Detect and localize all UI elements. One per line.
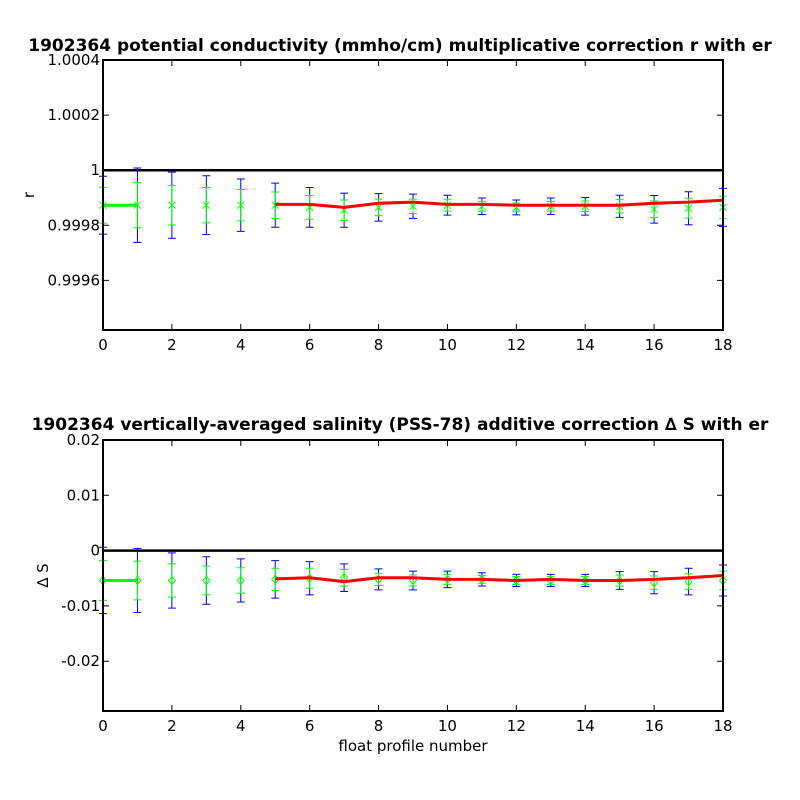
line (275, 574, 724, 584)
x-tick-label: 14 (576, 336, 595, 354)
marker (202, 201, 211, 210)
x-tick-label: 16 (645, 717, 664, 735)
error-bar (236, 567, 245, 594)
y-tick-label: 0.01 (67, 486, 100, 504)
subplot: 1902364 potential conductivity (mmho/cm)… (20, 36, 772, 354)
marker (649, 577, 659, 588)
y-tick-label: 0.9996 (48, 271, 101, 289)
x-tick-label: 12 (507, 336, 526, 354)
marker (684, 204, 693, 213)
error-bar (271, 567, 280, 591)
x-tick-label: 14 (576, 717, 595, 735)
error-bar (167, 563, 176, 598)
y-tick-label: 0 (90, 542, 100, 560)
subplot: 1902364 vertically-averaged salinity (PS… (32, 415, 769, 755)
y-axis-label: r (20, 191, 38, 198)
x-tick-label: 8 (374, 717, 384, 735)
x-axis-label: float profile number (338, 737, 488, 755)
marker (650, 205, 658, 214)
marker (167, 575, 177, 586)
y-axis-label: ∆ S (34, 563, 52, 588)
plot-frame (102, 439, 724, 712)
y-tick-label: 1.0002 (48, 106, 101, 124)
x-tick-label: 6 (305, 717, 315, 735)
chart-title: 1902364 potential conductivity (mmho/cm)… (28, 36, 772, 56)
error-bar (340, 568, 349, 587)
plot-frame (102, 59, 724, 331)
marker (202, 575, 211, 586)
x-tick-label: 6 (305, 336, 315, 354)
marker (236, 201, 245, 210)
x-tick-label: 16 (645, 336, 664, 354)
x-tick-label: 4 (236, 717, 246, 735)
marker (271, 201, 280, 210)
x-tick-label: 8 (374, 336, 384, 354)
x-tick-label: 12 (507, 717, 526, 735)
x-tick-label: 4 (236, 336, 246, 354)
y-tick-label: 0.9998 (48, 216, 101, 234)
marker (684, 576, 693, 587)
x-tick-label: 2 (167, 336, 177, 354)
x-tick-label: 0 (98, 336, 108, 354)
x-tick-label: 18 (713, 336, 732, 354)
error-bar (202, 565, 211, 596)
x-tick-label: 0 (98, 717, 108, 735)
x-tick-label: 2 (167, 717, 177, 735)
chart-title: 1902364 vertically-averaged salinity (PS… (32, 415, 769, 435)
y-tick-label: -0.01 (61, 597, 100, 615)
y-tick-label: 0.02 (67, 431, 100, 449)
x-tick-label: 10 (438, 336, 457, 354)
y-tick-label: 1.0004 (48, 51, 101, 69)
y-tick-label: 1 (90, 161, 100, 179)
marker (236, 575, 245, 586)
y-tick-label: -0.02 (61, 652, 100, 670)
line (275, 198, 724, 209)
x-tick-label: 10 (438, 717, 457, 735)
x-tick-label: 18 (713, 717, 732, 735)
marker (168, 201, 176, 210)
